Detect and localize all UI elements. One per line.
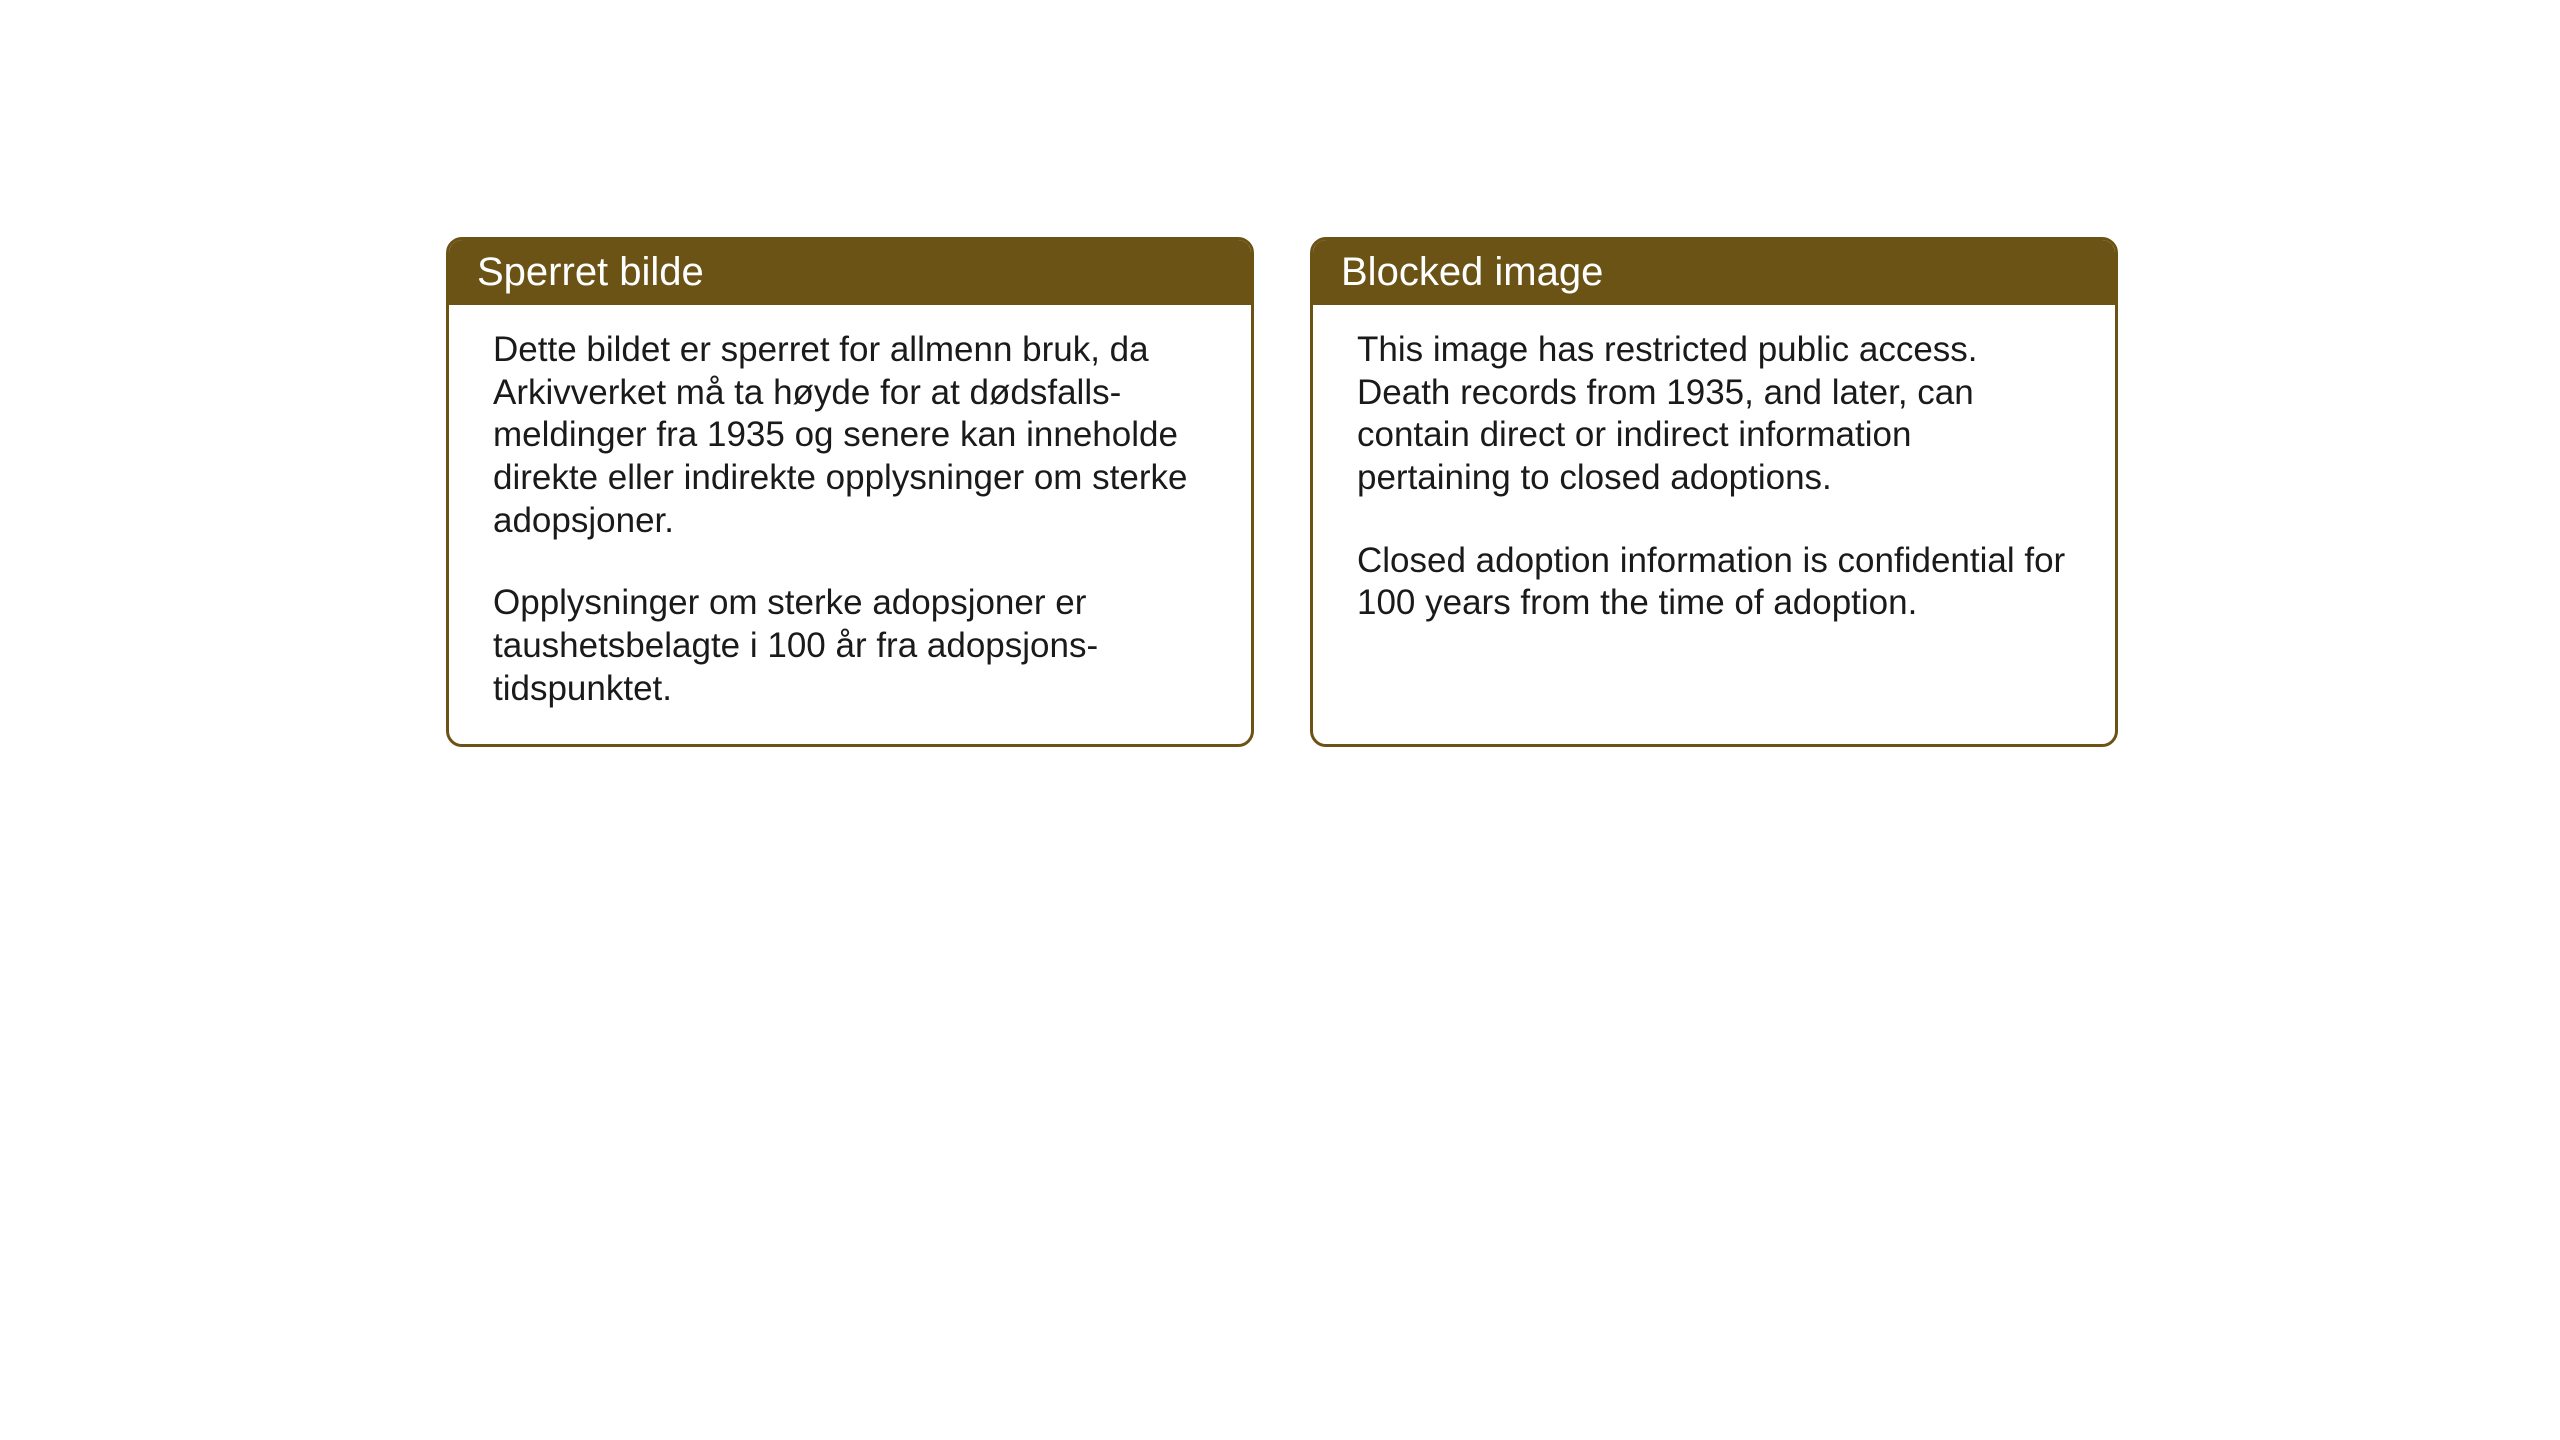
card-header-norwegian: Sperret bilde: [449, 240, 1251, 305]
paragraph-english-2: Closed adoption information is confident…: [1357, 540, 2071, 625]
card-title-english: Blocked image: [1341, 250, 1603, 294]
card-header-english: Blocked image: [1313, 240, 2115, 305]
notice-card-english: Blocked image This image has restricted …: [1310, 237, 2118, 747]
notice-card-norwegian: Sperret bilde Dette bildet er sperret fo…: [446, 237, 1254, 747]
paragraph-norwegian-1: Dette bildet er sperret for allmenn bruk…: [493, 329, 1207, 542]
card-title-norwegian: Sperret bilde: [477, 250, 704, 294]
paragraph-english-1: This image has restricted public access.…: [1357, 329, 2071, 500]
notice-container: Sperret bilde Dette bildet er sperret fo…: [446, 237, 2118, 747]
card-body-norwegian: Dette bildet er sperret for allmenn bruk…: [449, 305, 1251, 747]
card-body-english: This image has restricted public access.…: [1313, 305, 2115, 665]
paragraph-norwegian-2: Opplysninger om sterke adopsjoner er tau…: [493, 582, 1207, 710]
